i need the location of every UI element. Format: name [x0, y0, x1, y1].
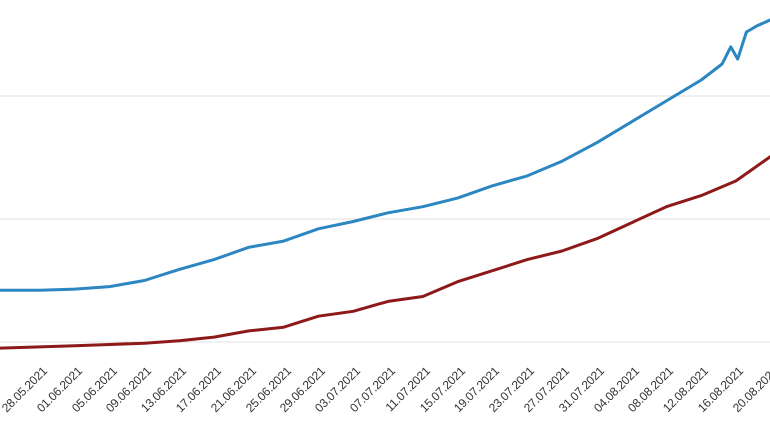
upper-blue-line — [0, 18, 770, 292]
lower-dark-red-line — [0, 155, 770, 350]
